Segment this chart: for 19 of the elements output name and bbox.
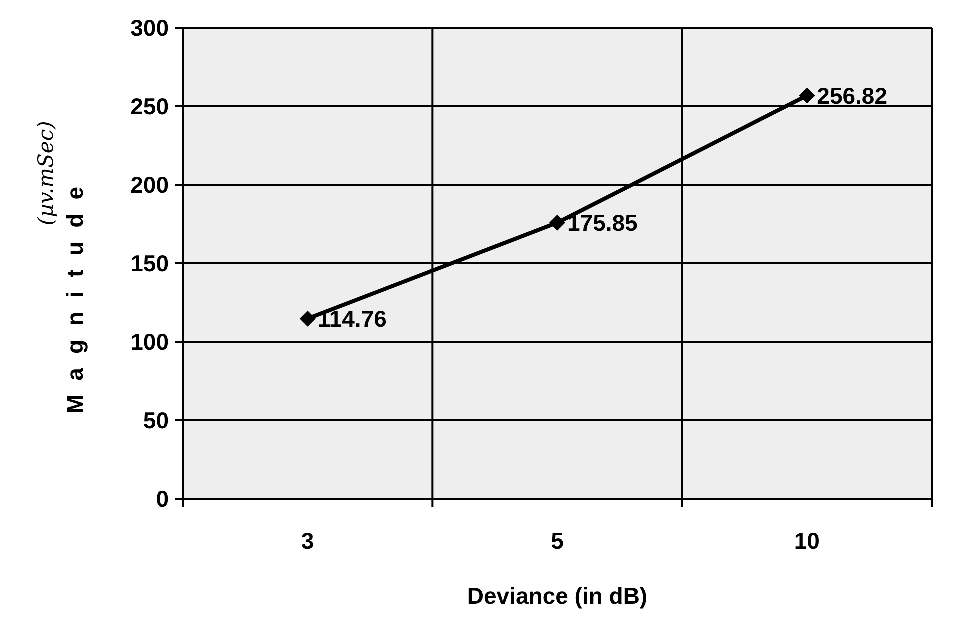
- y-axis-title: Magnitude: [62, 173, 88, 414]
- y-tick-label: 200: [130, 172, 169, 198]
- data-label: 175.85: [568, 210, 638, 236]
- x-axis-title: Deviance (in dB): [467, 583, 648, 609]
- y-tick-label: 250: [130, 94, 169, 120]
- data-label: 114.76: [318, 306, 387, 332]
- y-tick-label: 300: [130, 15, 169, 42]
- point: [550, 214, 566, 231]
- point: [799, 88, 816, 104]
- y-tick-label: 0: [156, 486, 169, 512]
- x-tick-label: 5: [551, 528, 564, 554]
- y-tick-label: 150: [130, 250, 169, 277]
- x-tick-label: 10: [794, 528, 820, 554]
- y-tick-label: 100: [130, 329, 169, 356]
- text: (µv.mSec): [34, 121, 58, 226]
- x-tick-label: 3: [301, 528, 314, 554]
- y-tick-label: 50: [143, 408, 169, 434]
- point: [300, 310, 316, 327]
- data-label: 256.82: [817, 82, 888, 109]
